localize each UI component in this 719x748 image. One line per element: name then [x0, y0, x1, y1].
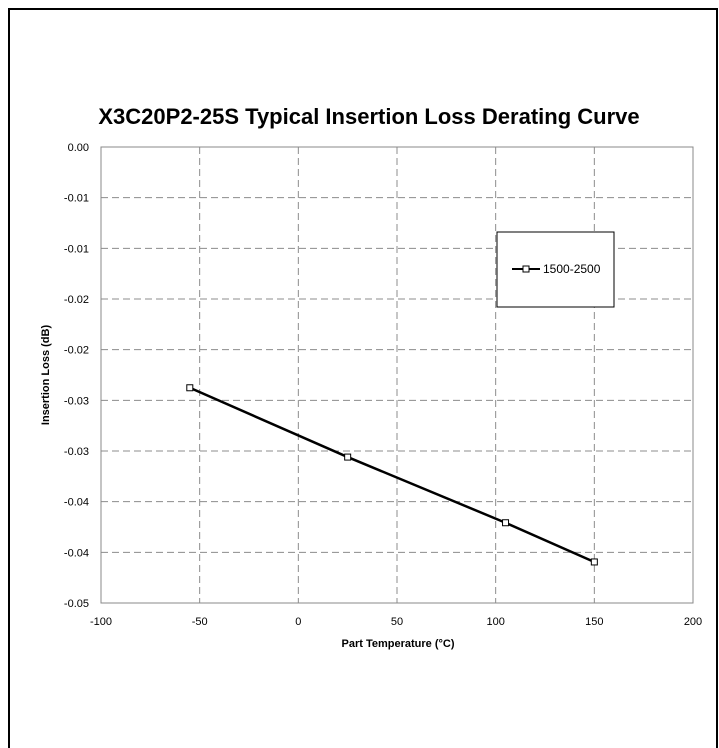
data-point-marker [186, 384, 194, 392]
x-tick-label: -100 [90, 616, 112, 628]
plot-area [100, 146, 694, 604]
y-tick-label: -0.02 [64, 294, 89, 306]
x-tick-label: -50 [192, 616, 208, 628]
data-point-marker [344, 453, 352, 461]
y-tick-label: -0.01 [64, 243, 89, 255]
x-tick-label: 50 [391, 616, 403, 628]
x-axis-label: Part Temperature (°C) [342, 638, 455, 650]
x-tick-label: 0 [295, 616, 301, 628]
x-tick-label: 200 [684, 616, 702, 628]
legend-marker-swatch [522, 265, 530, 273]
chart-frame [8, 8, 718, 748]
y-tick-label: -0.03 [64, 446, 89, 458]
x-axis: -100 -50 0 50 100 150 200 [90, 616, 702, 628]
y-axis-label: Insertion Loss (dB) [40, 325, 52, 426]
y-tick-label: -0.05 [64, 598, 89, 610]
data-point-marker [590, 558, 598, 566]
series-line [189, 386, 595, 564]
y-tick-label: -0.03 [64, 395, 89, 407]
data-point-marker [502, 519, 510, 527]
y-tick-label: -0.02 [64, 345, 89, 357]
chart-title: X3C20P2-25S Typical Insertion Loss Derat… [98, 104, 639, 129]
y-tick-label: -0.04 [64, 497, 89, 509]
legend: 1500-2500 [496, 231, 615, 308]
x-tick-label: 150 [585, 616, 603, 628]
y-tick-label: -0.04 [64, 547, 89, 559]
x-tick-label: 100 [486, 616, 504, 628]
grid-lines [101, 147, 693, 603]
y-tick-label: -0.01 [64, 193, 89, 205]
legend-item-label: 1500-2500 [543, 262, 601, 276]
y-axis: 0.00 -0.01 -0.01 -0.02 -0.02 -0.03 -0.03 -0.04 -… [64, 142, 89, 610]
series-layer [186, 384, 598, 566]
y-tick-label: 0.00 [68, 142, 89, 154]
